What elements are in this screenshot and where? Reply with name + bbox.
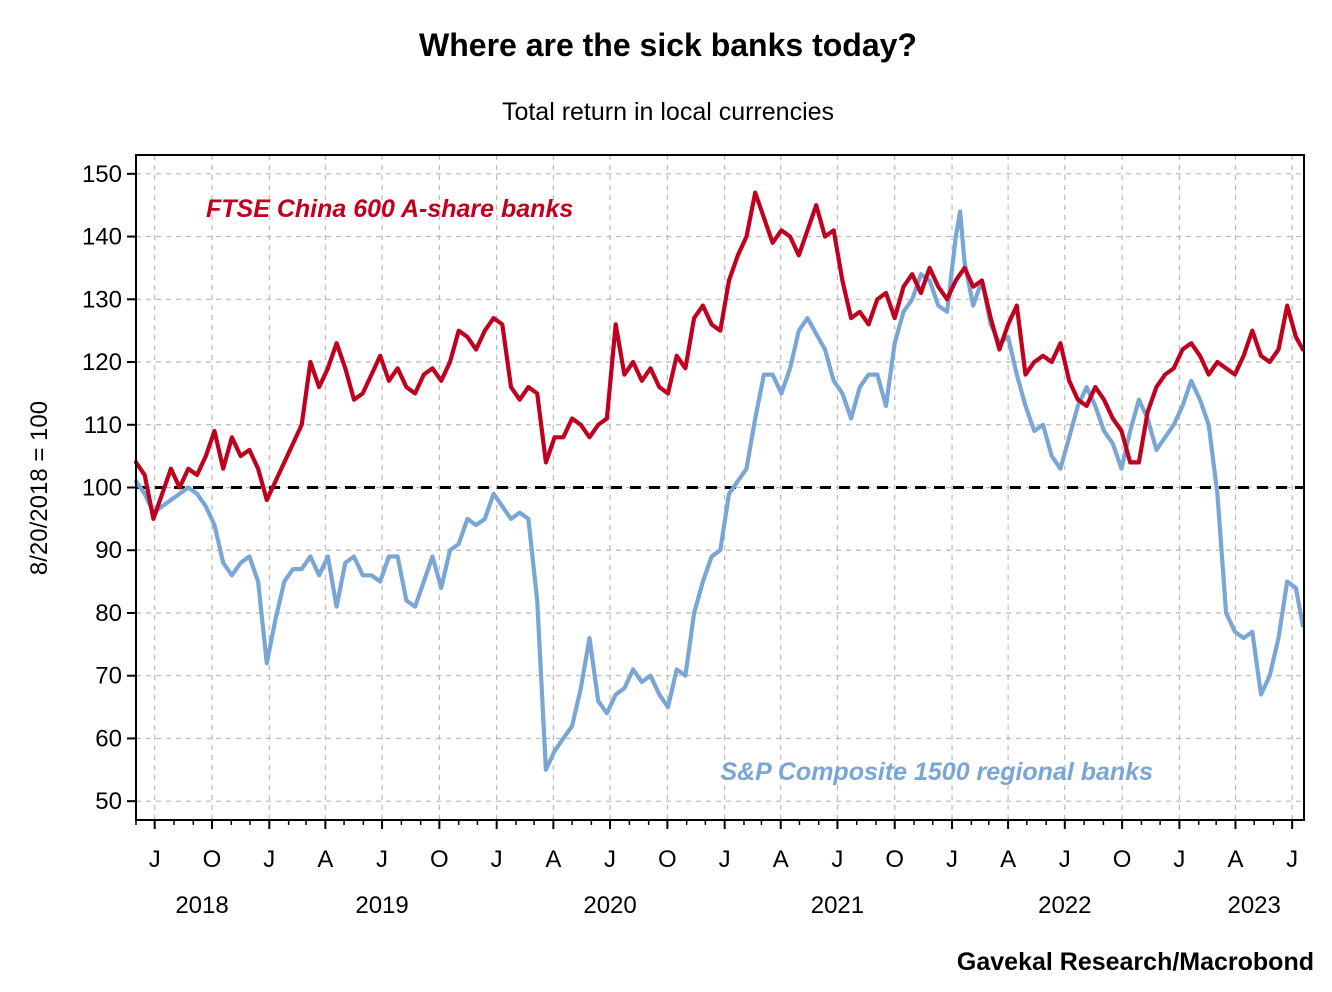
x-tick-label: O	[885, 846, 904, 873]
x-tick-label: J	[149, 846, 161, 873]
series-lines	[133, 190, 1305, 772]
y-tick-label: 80	[95, 600, 122, 627]
y-tick-label: 60	[95, 725, 122, 752]
x-tick-label: J	[946, 846, 958, 873]
x-tick-label: A	[773, 846, 789, 873]
x-year-label: 2018	[175, 892, 228, 919]
x-tick-label: A	[1227, 846, 1243, 873]
x-tick-label: A	[317, 846, 333, 873]
x-year-label: 2021	[811, 892, 864, 919]
x-year-label: 2019	[355, 892, 408, 919]
y-tick-label: 110	[84, 412, 122, 439]
y-axis: 50 60 70 80 90 100 110 120 130 140 150	[82, 161, 136, 815]
series-label-ftse-china: FTSE China 600 A-share banks	[206, 195, 573, 223]
y-tick-label: 50	[95, 788, 122, 815]
y-tick-label: 100	[82, 475, 122, 502]
x-tick-label: J	[1286, 846, 1298, 873]
y-tick-label: 90	[95, 537, 122, 564]
x-tick-label: J	[831, 846, 843, 873]
x-tick-label: J	[604, 846, 616, 873]
chart-subtitle: Total return in local currencies	[502, 98, 834, 126]
x-tick-label: O	[1113, 846, 1132, 873]
source-credit: Gavekal Research/Macrobond	[957, 948, 1314, 976]
x-tick-label: A	[545, 846, 561, 873]
x-tick-label: J	[1173, 846, 1185, 873]
y-tick-label: 130	[82, 286, 122, 313]
x-tick-label: J	[263, 846, 275, 873]
series-line-sp-regional-banks	[133, 209, 1305, 772]
y-tick-label: 120	[82, 349, 122, 376]
y-axis-label: 8/20/2018 = 100	[26, 401, 53, 575]
x-year-label: 2020	[583, 892, 636, 919]
x-tick-label: J	[719, 846, 731, 873]
x-tick-label: J	[491, 846, 503, 873]
y-tick-label: 140	[82, 224, 122, 251]
x-tick-label: J	[1059, 846, 1071, 873]
x-tick-label: J	[376, 846, 388, 873]
x-year-label: 2022	[1038, 892, 1091, 919]
x-tick-label: A	[1000, 846, 1016, 873]
x-year-label: 2023	[1227, 892, 1280, 919]
series-label-sp-regional-banks: S&P Composite 1500 regional banks	[720, 758, 1153, 786]
chart-title: Where are the sick banks today?	[419, 27, 917, 63]
x-tick-label: O	[658, 846, 677, 873]
series-line-ftse-china	[133, 190, 1305, 522]
x-axis: J O J A J O J A J O J A J O J A J O J A J 2018 2019 2020 2021 202…	[135, 820, 1298, 919]
x-tick-label: O	[430, 846, 449, 873]
y-tick-label: 70	[95, 663, 122, 690]
x-tick-label: O	[203, 846, 222, 873]
y-tick-label: 150	[82, 161, 122, 188]
